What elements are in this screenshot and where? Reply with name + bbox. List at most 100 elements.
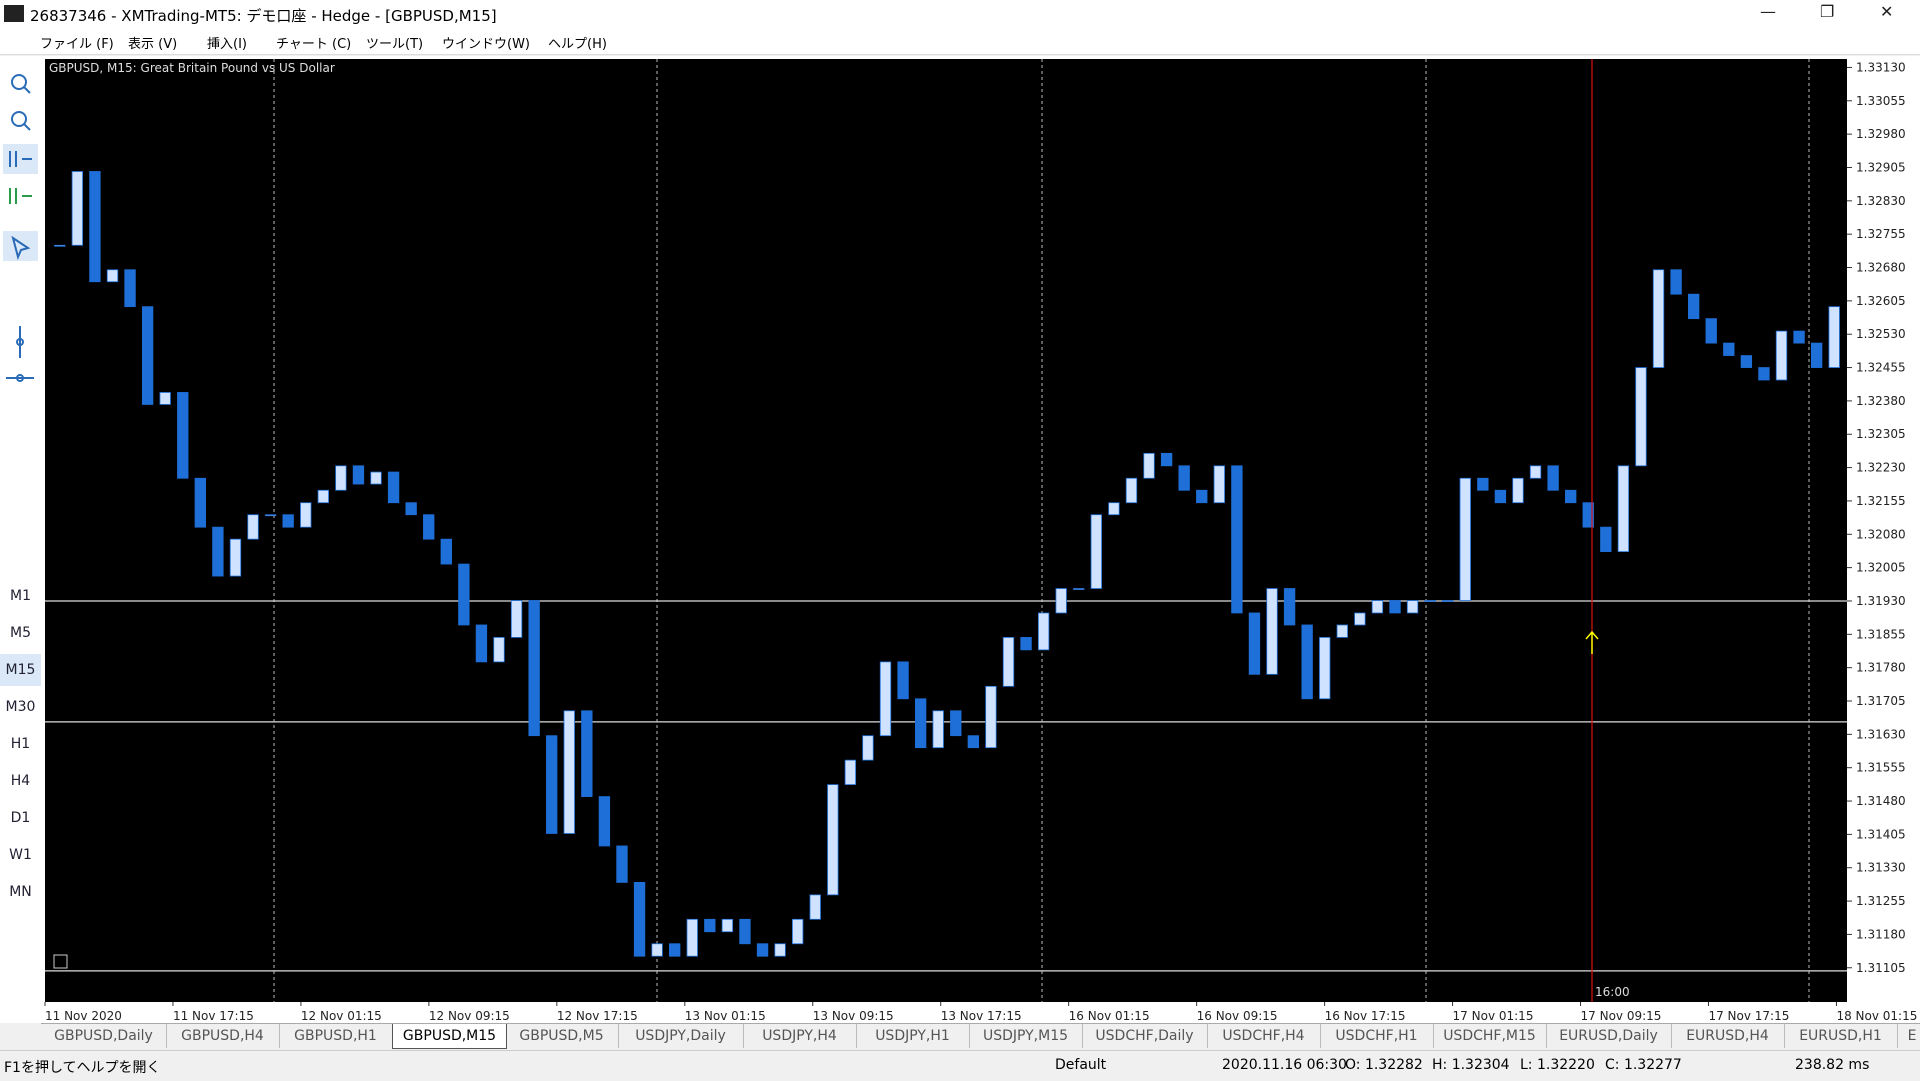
menu-item[interactable]: チャート (C): [276, 37, 352, 52]
candle-body: [282, 514, 294, 528]
candle-body: [54, 244, 66, 247]
candle-body: [704, 918, 716, 933]
candle-body: [335, 465, 347, 491]
x-tick-label: 13 Nov 09:15: [813, 1009, 894, 1023]
candle-body: [686, 918, 698, 957]
menu-item[interactable]: 表示 (V): [128, 37, 178, 52]
x-tick-label: 16 Nov 01:15: [1069, 1009, 1150, 1023]
candle-body: [1108, 502, 1120, 516]
timeframe-button[interactable]: H1: [10, 736, 31, 752]
menu-item[interactable]: ウインドウ(W): [442, 37, 530, 52]
menu-item[interactable]: ツール(T): [366, 37, 424, 52]
candle-body: [1705, 318, 1717, 344]
x-tick-label: 17 Nov 09:15: [1581, 1009, 1662, 1023]
candle-body: [124, 269, 136, 308]
candle-body: [862, 735, 874, 761]
chart-tab[interactable]: GBPUSD,M15: [392, 1024, 507, 1049]
timeframe-button[interactable]: H4: [10, 773, 31, 789]
chart-tab[interactable]: E: [1897, 1024, 1920, 1048]
timeframe-button[interactable]: M30: [5, 699, 36, 715]
candle-body: [1125, 477, 1138, 504]
timeframe-button[interactable]: D1: [10, 810, 31, 826]
candle-body: [1090, 514, 1103, 589]
minimize-button[interactable]: —: [1760, 2, 1776, 21]
chart-window: GBPUSD, M15: Great Britain Pound vs US D…: [41, 56, 1920, 1023]
chart-tab[interactable]: GBPUSD,Daily: [41, 1024, 167, 1048]
chart-tab[interactable]: EURUSD,Daily: [1546, 1024, 1672, 1048]
zoom-in[interactable]: [11, 74, 27, 90]
chart-tab[interactable]: EURUSD,H4: [1671, 1024, 1785, 1048]
candle-body: [739, 918, 751, 945]
x-tick-label: 12 Nov 01:15: [301, 1009, 382, 1023]
y-tick-label: 1.31180: [1856, 927, 1906, 941]
chart-tab[interactable]: USDCHF,Daily: [1082, 1024, 1208, 1048]
timeframe-button[interactable]: MN: [9, 884, 32, 900]
y-tick-label: 1.32830: [1856, 194, 1906, 208]
chart-tab[interactable]: USDCHF,H4: [1207, 1024, 1321, 1048]
menu-bar: ファイル (F) 表示 (V) 挿入(I) チャート (C) ツール(T) ウインドウ(W…: [0, 29, 1920, 55]
chart-tab[interactable]: USDJPY,H1: [856, 1024, 970, 1048]
candle-body: [229, 538, 242, 577]
candle-body: [1073, 588, 1085, 590]
candle-body: [1670, 269, 1682, 295]
y-tick-label: 1.32530: [1856, 327, 1906, 341]
chart-tab[interactable]: GBPUSD,H4: [166, 1024, 280, 1048]
chart-tab[interactable]: EURUSD,H1: [1784, 1024, 1898, 1048]
x-tick-label: 13 Nov 01:15: [685, 1009, 766, 1023]
candle-body: [194, 477, 207, 528]
candle-body: [581, 710, 593, 797]
candle-body: [1617, 465, 1630, 553]
candle-body: [1231, 465, 1243, 614]
timeframe-button[interactable]: M15: [0, 654, 41, 686]
y-tick-label: 1.32980: [1856, 127, 1906, 141]
candle-body: [1248, 612, 1261, 675]
cursor-time-label: 16:00: [1595, 985, 1630, 999]
chart-tab[interactable]: USDJPY,H4: [743, 1024, 857, 1048]
candle-body: [1196, 489, 1208, 504]
candle-body: [1424, 600, 1436, 602]
candle-body: [493, 637, 505, 663]
chart-tab[interactable]: USDCHF,H1: [1320, 1024, 1434, 1048]
y-tick-label: 1.31255: [1856, 894, 1906, 908]
zoom-in[interactable]: [23, 86, 31, 94]
chart-tab[interactable]: USDJPY,Daily: [618, 1024, 744, 1048]
app-icon: [4, 5, 24, 22]
candle-body: [756, 943, 769, 957]
chart-tab[interactable]: USDJPY,M15: [969, 1024, 1083, 1048]
chart-tab[interactable]: GBPUSD,M5: [505, 1024, 619, 1048]
candle-body: [1055, 588, 1067, 614]
candle-body: [1565, 489, 1577, 504]
candle-body: [106, 269, 119, 283]
candle-body: [141, 306, 154, 405]
menu-item[interactable]: 挿入(I): [207, 37, 247, 52]
maximize-button[interactable]: ❐: [1820, 2, 1835, 21]
y-tick-label: 1.32005: [1856, 561, 1906, 575]
menu-item[interactable]: ファイル (F): [40, 37, 114, 52]
timeframe-button[interactable]: M1: [10, 588, 31, 604]
one-click-trading[interactable]: [53, 954, 68, 969]
candle-body: [932, 710, 944, 749]
y-tick-label: 1.31105: [1856, 961, 1906, 975]
timeframe-button[interactable]: W1: [9, 847, 32, 863]
cursor-tool[interactable]: [11, 235, 31, 261]
candle-body: [844, 759, 857, 785]
timeframe-button[interactable]: M5: [10, 625, 31, 641]
candle-body: [1793, 330, 1805, 344]
chart-tab[interactable]: USDCHF,M15: [1433, 1024, 1547, 1048]
candle-body: [791, 918, 804, 945]
cursor-tool[interactable]: [3, 231, 38, 261]
candle-body: [1389, 600, 1401, 614]
close-button[interactable]: ✕: [1880, 2, 1894, 21]
candle-body: [352, 465, 365, 485]
candle-body: [950, 710, 962, 737]
vline-tool[interactable]: [16, 338, 24, 346]
zoom-out[interactable]: [11, 111, 27, 127]
hline-tool[interactable]: [16, 374, 24, 382]
autoscroll[interactable]: [3, 144, 38, 174]
menu-item[interactable]: ヘルプ(H): [548, 37, 607, 52]
chart-tab[interactable]: GBPUSD,H1: [279, 1024, 393, 1048]
zoom-out[interactable]: [23, 123, 31, 131]
y-tick-label: 1.32905: [1856, 160, 1906, 174]
y-tick-label: 1.31780: [1856, 661, 1906, 675]
candle-body: [651, 943, 663, 957]
